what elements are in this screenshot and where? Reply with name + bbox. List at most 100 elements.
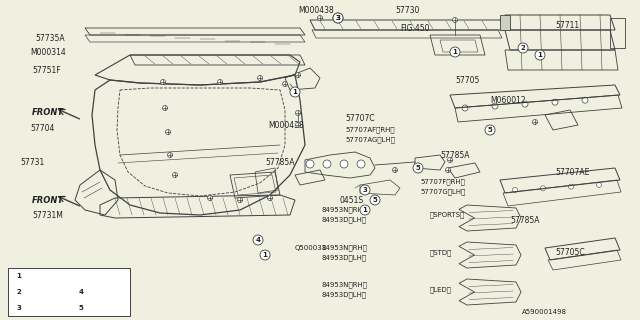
Circle shape <box>450 47 460 57</box>
Circle shape <box>357 160 365 168</box>
Text: 5: 5 <box>372 197 378 203</box>
Text: 3: 3 <box>17 305 21 311</box>
Text: 57785A: 57785A <box>510 215 540 225</box>
Circle shape <box>323 160 331 168</box>
Text: 57751F: 57751F <box>32 66 61 75</box>
Text: 57707AE: 57707AE <box>555 167 589 177</box>
Polygon shape <box>500 15 510 30</box>
Circle shape <box>333 13 343 23</box>
Circle shape <box>333 13 343 23</box>
Text: FIG.450: FIG.450 <box>400 23 429 33</box>
Text: 1: 1 <box>538 52 543 58</box>
Text: 57705C: 57705C <box>555 247 584 257</box>
Circle shape <box>306 160 314 168</box>
Text: M000438: M000438 <box>298 5 333 14</box>
Text: 84953D〈LH〉: 84953D〈LH〉 <box>322 217 367 223</box>
Circle shape <box>76 287 86 297</box>
Text: 84953D〈LH〉: 84953D〈LH〉 <box>322 255 367 261</box>
Circle shape <box>360 205 370 215</box>
Circle shape <box>237 197 243 203</box>
Text: 1: 1 <box>17 273 21 279</box>
Circle shape <box>260 250 270 260</box>
Text: 1: 1 <box>262 252 268 258</box>
Text: W140044: W140044 <box>27 287 63 297</box>
Text: 57707AG〈LH〉: 57707AG〈LH〉 <box>345 137 395 143</box>
Text: 2: 2 <box>520 45 525 51</box>
Circle shape <box>582 97 588 103</box>
Circle shape <box>541 186 545 191</box>
Text: 84953N〈RH〉: 84953N〈RH〉 <box>322 207 368 213</box>
Text: W140062: W140062 <box>27 303 63 313</box>
Circle shape <box>292 89 298 95</box>
Circle shape <box>596 182 602 188</box>
Circle shape <box>492 103 498 109</box>
Circle shape <box>14 303 24 313</box>
Text: 〈SPORTS〉: 〈SPORTS〉 <box>430 212 465 218</box>
Circle shape <box>282 82 287 86</box>
Circle shape <box>268 196 273 201</box>
Circle shape <box>166 130 170 134</box>
Circle shape <box>552 99 558 105</box>
Text: 4: 4 <box>255 237 260 243</box>
Circle shape <box>296 110 301 116</box>
Circle shape <box>173 172 177 178</box>
Text: 〈LED〉: 〈LED〉 <box>430 287 452 293</box>
Text: W140007: W140007 <box>27 271 63 281</box>
Text: 3: 3 <box>335 15 340 21</box>
Text: 57711: 57711 <box>555 20 579 29</box>
Text: 3: 3 <box>363 187 367 193</box>
Text: 5: 5 <box>79 305 83 311</box>
Text: 1: 1 <box>363 207 367 213</box>
Circle shape <box>445 167 451 172</box>
Text: FRONT: FRONT <box>32 108 64 116</box>
Circle shape <box>317 15 323 20</box>
Circle shape <box>360 185 370 195</box>
Circle shape <box>413 163 423 173</box>
Text: 5: 5 <box>415 165 420 171</box>
Text: 57707G〈LH〉: 57707G〈LH〉 <box>420 189 465 195</box>
Text: 0451S: 0451S <box>340 196 364 204</box>
Circle shape <box>485 125 495 135</box>
Circle shape <box>296 123 301 127</box>
Text: 5: 5 <box>488 127 492 133</box>
Text: 57704: 57704 <box>30 124 54 132</box>
Text: 57707AF〈RH〉: 57707AF〈RH〉 <box>345 127 395 133</box>
Circle shape <box>532 119 538 124</box>
Circle shape <box>76 303 86 313</box>
Text: 57707F〈RH〉: 57707F〈RH〉 <box>420 179 465 185</box>
Circle shape <box>522 101 528 107</box>
Text: W130013: W130013 <box>89 303 125 313</box>
Text: 1: 1 <box>452 49 458 55</box>
Circle shape <box>163 106 168 110</box>
Circle shape <box>392 167 397 172</box>
Text: 84953N〈RH〉: 84953N〈RH〉 <box>322 245 368 251</box>
Circle shape <box>370 195 380 205</box>
Text: 84953N〈RH〉: 84953N〈RH〉 <box>322 282 368 288</box>
Text: 1: 1 <box>292 89 298 95</box>
Text: 3: 3 <box>335 15 340 21</box>
Circle shape <box>340 160 348 168</box>
Text: 57730: 57730 <box>395 5 419 14</box>
Circle shape <box>168 153 173 157</box>
Text: 57705: 57705 <box>455 76 479 84</box>
Circle shape <box>535 50 545 60</box>
Circle shape <box>452 18 458 22</box>
Text: Q500031: Q500031 <box>295 245 327 251</box>
Circle shape <box>207 196 212 201</box>
Text: FRONT: FRONT <box>32 196 64 204</box>
Text: 84953D〈LH〉: 84953D〈LH〉 <box>322 292 367 298</box>
Text: M000438: M000438 <box>268 121 304 130</box>
Text: 57731: 57731 <box>20 157 44 166</box>
Circle shape <box>447 157 452 163</box>
Circle shape <box>518 43 528 53</box>
Circle shape <box>218 79 223 84</box>
Text: 57707C: 57707C <box>345 114 374 123</box>
Circle shape <box>462 105 468 111</box>
Text: A590001498: A590001498 <box>522 309 567 315</box>
Circle shape <box>296 73 301 77</box>
Bar <box>8 268 130 316</box>
Text: 4: 4 <box>79 289 83 295</box>
Text: 〈STD〉: 〈STD〉 <box>430 250 452 256</box>
Text: 2: 2 <box>17 289 21 295</box>
Circle shape <box>290 87 300 97</box>
